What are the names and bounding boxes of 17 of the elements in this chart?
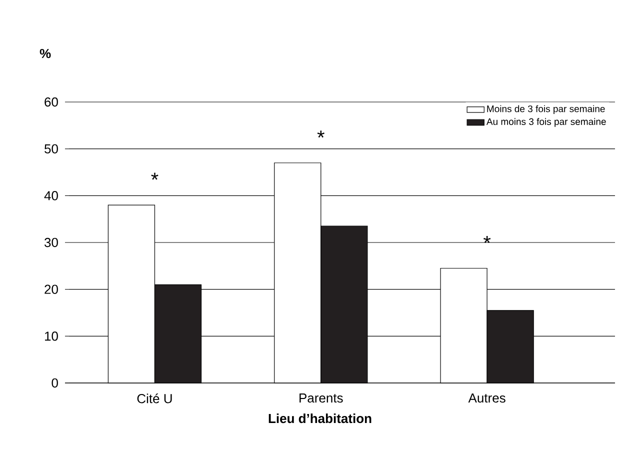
annotation: * (483, 236, 491, 243)
annotation: * (151, 172, 158, 180)
legend-label: Moins de 3 fois par semaine (487, 105, 605, 114)
x-tick-label: Autres (468, 394, 506, 403)
y-tick-label: 60 (44, 97, 58, 107)
x-tick-label: Parents (300, 394, 343, 403)
y-tick-label: 0 (52, 378, 58, 388)
y-tick-label: 50 (44, 144, 58, 154)
annotation: * (317, 130, 324, 138)
y-tick-label: 20 (44, 284, 58, 294)
y-tick-label: 40 (44, 191, 58, 200)
x-tick-label: Cité U (137, 394, 172, 404)
y-tick-label: 30 (44, 238, 58, 248)
y-axis-title: % (40, 48, 51, 58)
y-tick-label: 10 (45, 332, 58, 341)
x-axis-title: Lieu d’habitation (268, 414, 372, 424)
legend-label: Au moins 3 fois par semaine (486, 118, 606, 127)
